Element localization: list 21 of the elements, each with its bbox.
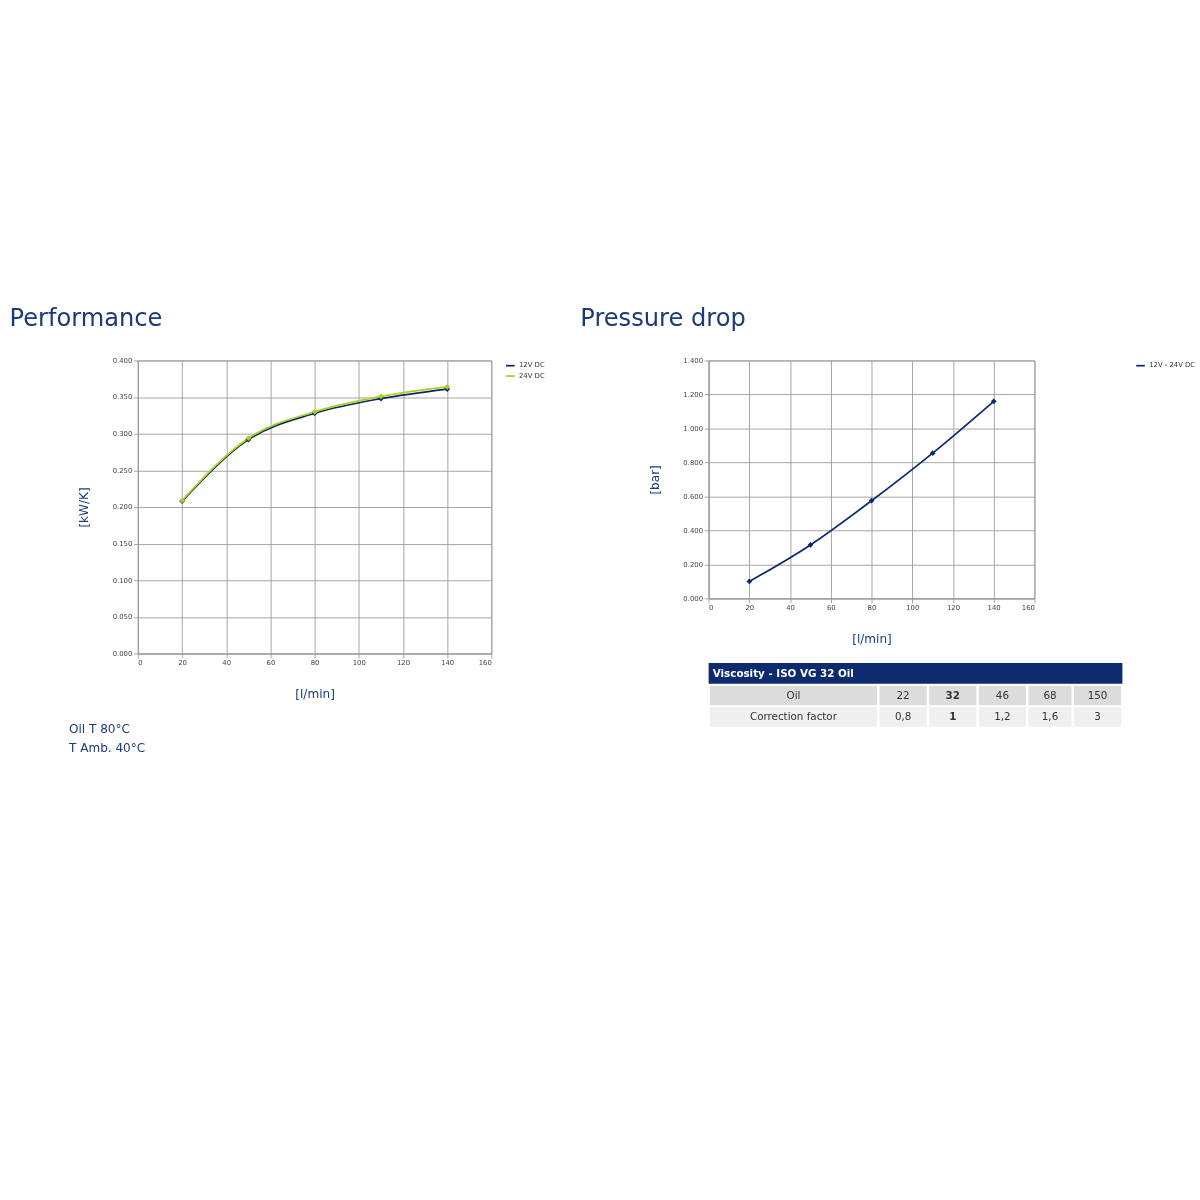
chart-title: Pressure drop: [580, 304, 746, 333]
text: 150: [1087, 688, 1108, 701]
text: Viscosity - ISO VG 32 Oil: [712, 666, 854, 679]
text: Correction factor: [749, 710, 838, 723]
text: T Amb. 40°C: [67, 740, 146, 755]
text: 1,6: [1041, 710, 1059, 723]
text: 68: [1043, 688, 1057, 701]
text: 32: [945, 688, 960, 701]
text: Oil: [786, 688, 801, 701]
text: 1: [949, 710, 957, 723]
text: 46: [995, 688, 1009, 701]
y-axis-title: [bar]: [648, 465, 663, 495]
text: 22: [896, 688, 910, 701]
text: 1,2: [994, 710, 1011, 723]
text: Oil T 80°C: [68, 721, 130, 736]
y-axis-title: [kW/K]: [77, 487, 92, 528]
text: 0,8: [894, 710, 912, 723]
chart-title: Performance: [9, 304, 163, 333]
x-axis-title: [l/min]: [852, 631, 892, 646]
x-axis-title: [l/min]: [295, 687, 335, 702]
text: 3: [1094, 710, 1101, 723]
